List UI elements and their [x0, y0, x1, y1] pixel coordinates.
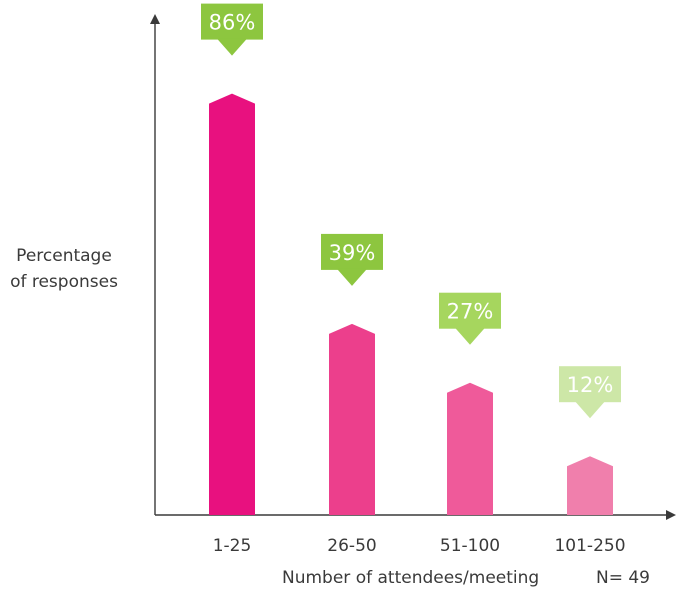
value-label-pointer-icon — [217, 38, 247, 56]
value-label-text: 12% — [567, 373, 614, 397]
y-axis-arrow-icon — [150, 14, 160, 24]
chart-bars — [209, 93, 613, 515]
y-axis-label-line-1: Percentage — [16, 246, 112, 266]
x-tick-label-26-50: 26-50 — [327, 536, 376, 556]
bar-1-25 — [209, 93, 255, 515]
chart-value-labels: 86% 39% 27% 12% — [201, 3, 621, 419]
chart-tick-labels: 1-25 26-50 51-100 101-250 — [213, 536, 626, 556]
value-label-pointer-icon — [575, 401, 605, 419]
x-tick-label-1-25: 1-25 — [213, 536, 252, 556]
bar-26-50 — [329, 323, 375, 515]
x-tick-label-51-100: 51-100 — [440, 536, 500, 556]
value-label-51-100: 27% — [439, 292, 501, 345]
value-label-pointer-icon — [455, 327, 485, 345]
value-label-box — [439, 292, 501, 329]
value-label-text: 39% — [329, 241, 376, 265]
value-label-pointer-icon — [337, 268, 367, 286]
y-axis-label: Percentage of responses — [0, 243, 128, 295]
value-label-text: 27% — [447, 300, 494, 324]
value-label-101-250: 12% — [559, 366, 621, 419]
value-label-box — [201, 3, 263, 40]
y-axis-label-line-2: of responses — [10, 272, 118, 292]
value-label-text: 86% — [209, 11, 256, 35]
value-label-1-25: 86% — [201, 3, 263, 56]
bar-51-100 — [447, 382, 493, 515]
sample-size-label: N= 49 — [596, 568, 650, 588]
x-axis-label: Number of attendees/meeting — [282, 568, 540, 588]
value-label-26-50: 39% — [321, 233, 383, 286]
x-axis-arrow-icon — [666, 510, 676, 520]
value-label-box — [559, 366, 621, 403]
bar-101-250 — [567, 456, 613, 515]
x-tick-label-101-250: 101-250 — [554, 536, 625, 556]
value-label-box — [321, 233, 383, 270]
